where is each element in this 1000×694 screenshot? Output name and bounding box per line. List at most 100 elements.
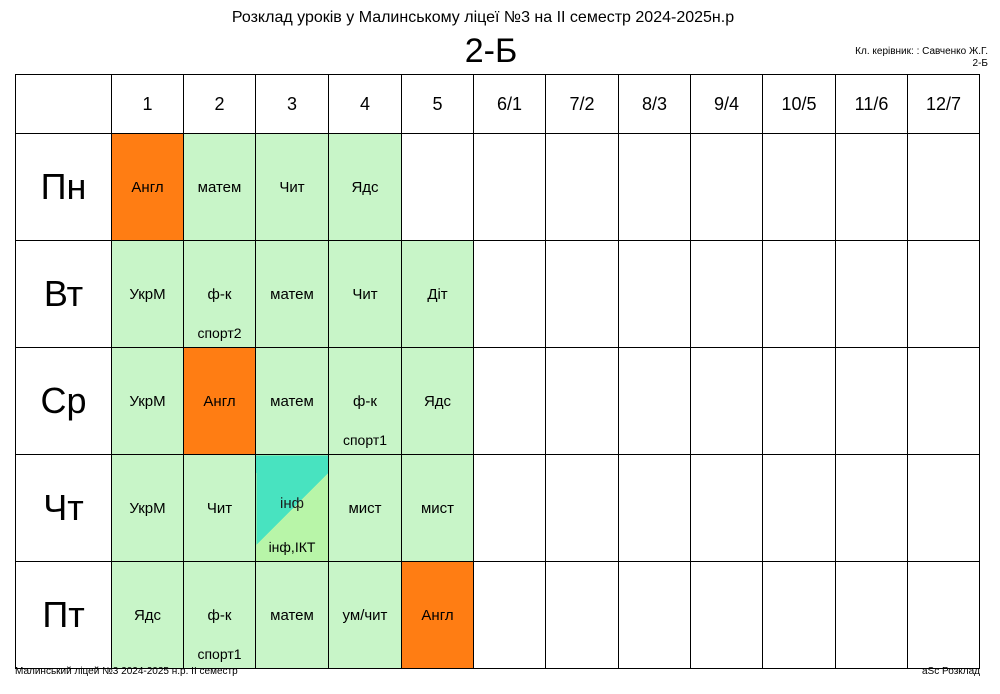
day-row: Пт Ядс ф-к спорт1 матем ум/чит Англ: [15, 561, 980, 669]
lesson-cell[interactable]: Чит: [255, 133, 329, 241]
lesson-subject: мист: [348, 499, 382, 517]
lesson-cell[interactable]: Англ: [183, 347, 256, 455]
teacher-line: Кл. керівник: : Савченко Ж.Г.: [855, 46, 988, 57]
empty-cell: [618, 454, 691, 562]
lesson-subject: УкрМ: [129, 285, 166, 303]
lesson-subject: УкрМ: [129, 392, 166, 410]
lesson-subject: Англ: [203, 392, 236, 410]
empty-cell: [473, 133, 546, 241]
lesson-subject: Ядс: [351, 178, 379, 196]
lesson-cell[interactable]: ф-к спорт1: [328, 347, 402, 455]
lesson-cell[interactable]: матем: [183, 133, 256, 241]
period-header: 6/1: [473, 74, 546, 134]
empty-cell: [618, 561, 691, 669]
empty-cell: [690, 454, 763, 562]
teacher-class: 2-Б: [972, 58, 988, 69]
empty-cell: [690, 561, 763, 669]
lesson-cell[interactable]: Чит: [183, 454, 256, 562]
empty-cell: [835, 240, 908, 348]
period-header: 2: [183, 74, 256, 134]
empty-cell: [907, 240, 980, 348]
empty-cell: [907, 454, 980, 562]
lesson-subject: ф-к: [207, 285, 232, 303]
lesson-subject: мист: [420, 499, 455, 517]
empty-cell: [473, 454, 546, 562]
lesson-subject: Англ: [421, 606, 454, 624]
lesson-subject: Діт: [427, 285, 448, 303]
lesson-room: спорт1: [197, 646, 242, 662]
lesson-cell[interactable]: матем: [255, 240, 329, 348]
empty-cell: [762, 133, 836, 241]
lesson-cell[interactable]: Чит: [328, 240, 402, 348]
lesson-subject: матем: [270, 285, 314, 303]
day-label: Пт: [15, 561, 112, 669]
period-header: 12/7: [907, 74, 980, 134]
lesson-cell[interactable]: Ядс: [111, 561, 184, 669]
period-header: 9/4: [690, 74, 763, 134]
empty-cell: [907, 347, 980, 455]
lesson-cell[interactable]: Ядс: [328, 133, 402, 241]
empty-cell: [835, 133, 908, 241]
lesson-subject: Ядс: [133, 606, 162, 624]
lesson-cell[interactable]: ф-к спорт1: [183, 561, 256, 669]
lesson-cell[interactable]: матем: [255, 561, 329, 669]
empty-cell: [473, 240, 546, 348]
empty-cell: [473, 347, 546, 455]
day-label: Вт: [15, 240, 112, 348]
schedule-title: Розклад уроків у Малинському ліцеї №3 на…: [231, 9, 735, 26]
empty-cell: [545, 454, 619, 562]
teacher-info: Кл. керівник: : Савченко Ж.Г. 2-Б: [855, 46, 988, 70]
day-row: Вт УкрМ ф-к спорт2 матем Чит Діт: [15, 240, 980, 348]
lesson-subject: інф: [280, 494, 304, 512]
empty-cell: [762, 454, 836, 562]
lesson-cell[interactable]: Англ: [401, 561, 474, 669]
footer-school: Малинський ліцей №3 2024-2025 н.р. ІІ се…: [15, 666, 238, 677]
lesson-cell[interactable]: УкрМ: [111, 240, 184, 348]
lesson-subject: ф-к: [207, 606, 232, 624]
lesson-cell[interactable]: мист: [328, 454, 402, 562]
day-row: Пн Англ матем Чит Ядс: [15, 133, 980, 241]
period-header: 8/3: [618, 74, 691, 134]
lesson-cell[interactable]: Ядс: [401, 347, 474, 455]
class-name: 2-Б: [464, 32, 518, 70]
period-header: 1: [111, 74, 184, 134]
lesson-cell[interactable]: Діт: [401, 240, 474, 348]
empty-cell: [401, 133, 474, 241]
period-header: 3: [255, 74, 329, 134]
day-label: Ср: [15, 347, 112, 455]
empty-cell: [618, 347, 691, 455]
day-row: Чт УкрМ Чит інф інф,ІКТ мист мист: [15, 454, 980, 562]
empty-cell: [545, 561, 619, 669]
timetable: 1 2 3 4 5 6/1 7/2 8/3 9/4 10/5 11/6 12/7 Пн Англ мате…: [15, 74, 980, 669]
lesson-room: інф,ІКТ: [268, 539, 316, 555]
lesson-cell[interactable]: мист: [401, 454, 474, 562]
lesson-cell[interactable]: інф інф,ІКТ: [255, 454, 329, 562]
period-header-row: 1 2 3 4 5 6/1 7/2 8/3 9/4 10/5 11/6 12/7: [15, 74, 980, 134]
lesson-room: спорт1: [342, 432, 388, 448]
period-header: 5: [401, 74, 474, 134]
empty-cell: [762, 347, 836, 455]
empty-cell: [762, 240, 836, 348]
day-label: Чт: [15, 454, 112, 562]
lesson-subject: Чит: [279, 178, 305, 196]
lesson-cell[interactable]: ум/чит: [328, 561, 402, 669]
empty-cell: [835, 454, 908, 562]
lesson-subject: Чит: [352, 285, 378, 303]
empty-cell: [690, 347, 763, 455]
empty-cell: [835, 561, 908, 669]
lesson-subject: ф-к: [353, 392, 377, 410]
lesson-cell[interactable]: Англ: [111, 133, 184, 241]
empty-cell: [762, 561, 836, 669]
lesson-cell[interactable]: УкрМ: [111, 454, 184, 562]
period-header: 10/5: [762, 74, 836, 134]
empty-cell: [618, 133, 691, 241]
empty-cell: [835, 347, 908, 455]
lesson-subject: Англ: [131, 178, 164, 196]
lesson-cell[interactable]: матем: [255, 347, 329, 455]
lesson-cell[interactable]: УкрМ: [111, 347, 184, 455]
empty-cell: [618, 240, 691, 348]
lesson-subject: Чит: [206, 499, 233, 517]
footer-software: aSc Розклад: [922, 666, 980, 677]
lesson-cell[interactable]: ф-к спорт2: [183, 240, 256, 348]
empty-cell: [473, 561, 546, 669]
